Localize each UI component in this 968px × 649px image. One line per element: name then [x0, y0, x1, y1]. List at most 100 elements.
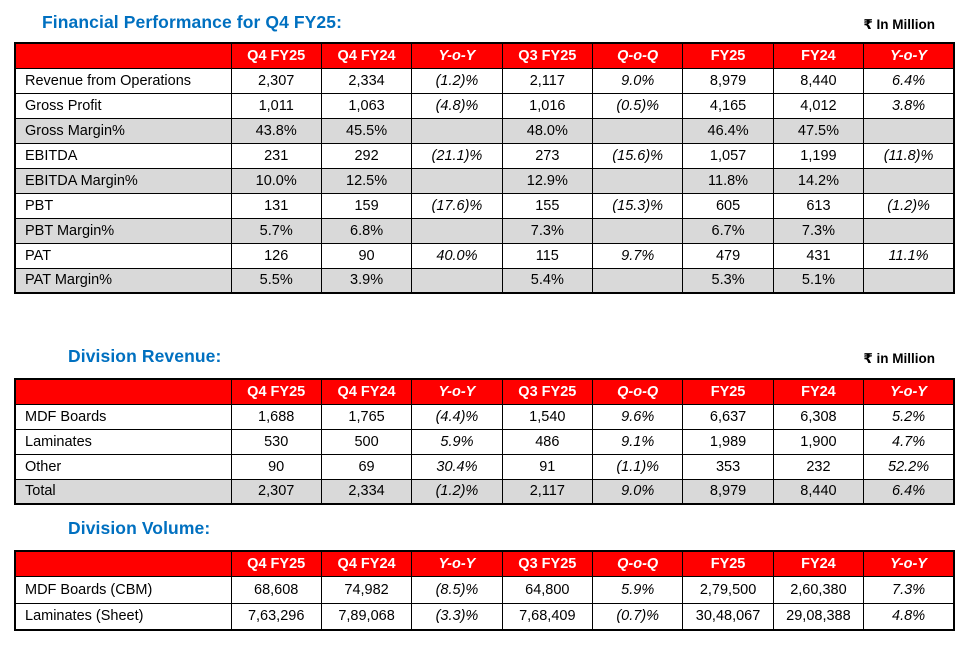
table-cell: 12.9%: [501, 167, 594, 194]
row-label: PBT: [14, 192, 232, 219]
table-cell: 14.2%: [772, 167, 865, 194]
table-cell: (17.6)%: [411, 192, 503, 219]
table-cell: 90: [320, 242, 413, 269]
table-row: Gross Profit 1,011 1,063 (4.8)% 1,016 (0.5)% 4…: [14, 92, 955, 119]
section-header-financial-performance: Financial Performance for Q4 FY25: ₹ In …: [0, 12, 968, 33]
table-cell: 7.3%: [772, 217, 865, 244]
table-cell: (4.8)%: [411, 92, 503, 119]
table-cell: 486: [501, 428, 594, 455]
table-row: Laminates 530 500 5.9% 486 9.1% 1,989 1,900 4.7%: [14, 428, 955, 455]
table-cell: 9.1%: [591, 428, 684, 455]
table-cell: 9.0%: [591, 478, 684, 505]
table-cell: (1.2)%: [411, 67, 503, 94]
table-cell: [411, 217, 503, 244]
row-label: MDF Boards: [14, 403, 232, 430]
table-cell: 5.9%: [591, 575, 684, 604]
table-cell: 90: [230, 453, 322, 480]
table-row: Gross Margin% 43.8% 45.5% 48.0% 46.4% 47.5%: [14, 117, 955, 144]
row-label: Other: [14, 453, 232, 480]
column-header: [14, 550, 232, 577]
table-cell: 2,117: [501, 478, 594, 505]
table-cell: 4,165: [682, 92, 774, 119]
table-cell: 69: [320, 453, 413, 480]
table-cell: [863, 117, 955, 144]
table-cell: 353: [682, 453, 774, 480]
row-label: PAT: [14, 242, 232, 269]
unit-label-top: ₹ In Million: [863, 17, 935, 32]
table-cell: (1.2)%: [411, 478, 503, 505]
column-header: Q-o-Q: [591, 550, 684, 577]
table-cell: 2,334: [320, 67, 413, 94]
table-cell: 431: [772, 242, 865, 269]
column-header: [14, 42, 232, 69]
table-cell: 45.5%: [320, 117, 413, 144]
table-cell: 12.5%: [320, 167, 413, 194]
table-cell: 479: [682, 242, 774, 269]
table-cell: 3.9%: [320, 267, 413, 294]
division-volume-table: Q4 FY25 Q4 FY24 Y-o-Y Q3 FY25 Q-o-Q FY25 FY24 Y…: [14, 550, 955, 631]
column-header: Q4 FY24: [320, 550, 413, 577]
column-header: FY24: [772, 550, 865, 577]
table-cell: [591, 117, 684, 144]
column-header: Q4 FY25: [230, 42, 322, 69]
header-row: Q4 FY25 Q4 FY24 Y-o-Y Q3 FY25 Q-o-Q FY25 FY24 Y…: [14, 378, 955, 405]
table-cell: 40.0%: [411, 242, 503, 269]
row-label: Laminates: [14, 428, 232, 455]
table-cell: 11.8%: [682, 167, 774, 194]
table-cell: 1,989: [682, 428, 774, 455]
section-header-division-revenue: Division Revenue: ₹ in Million: [0, 346, 968, 367]
table-cell: 74,982: [320, 575, 413, 604]
division-volume-title: Division Volume:: [68, 518, 211, 538]
table-cell: (1.2)%: [863, 192, 955, 219]
column-header: Y-o-Y: [411, 550, 503, 577]
table-cell: [863, 217, 955, 244]
row-label: Revenue from Operations: [14, 67, 232, 94]
row-label: Gross Margin%: [14, 117, 232, 144]
column-header: FY24: [772, 378, 865, 405]
table-cell: 1,016: [501, 92, 594, 119]
row-label: Gross Profit: [14, 92, 232, 119]
table-cell: 30,48,067: [682, 602, 774, 631]
table-cell: 48.0%: [501, 117, 594, 144]
column-header: Q-o-Q: [591, 378, 684, 405]
table-cell: 6,308: [772, 403, 865, 430]
table-cell: 5.4%: [501, 267, 594, 294]
table-cell: [591, 217, 684, 244]
column-header: Q3 FY25: [501, 550, 594, 577]
table-cell: (15.3)%: [591, 192, 684, 219]
table-cell: 7.3%: [501, 217, 594, 244]
table-cell: 2,79,500: [682, 575, 774, 604]
table-cell: 1,199: [772, 142, 865, 169]
table-cell: 68,608: [230, 575, 322, 604]
table-cell: (4.4)%: [411, 403, 503, 430]
table-cell: 115: [501, 242, 594, 269]
header-row: Q4 FY25 Q4 FY24 Y-o-Y Q3 FY25 Q-o-Q FY25 FY24 Y…: [14, 550, 955, 577]
table-row: Total 2,307 2,334 (1.2)% 2,117 9.0% 8,979 8,440…: [14, 478, 955, 505]
table-cell: 43.8%: [230, 117, 322, 144]
table-cell: 6.4%: [863, 478, 955, 505]
table-cell: 131: [230, 192, 322, 219]
column-header: Q4 FY25: [230, 378, 322, 405]
row-label: Total: [14, 478, 232, 505]
table-cell: 5.3%: [682, 267, 774, 294]
table-cell: [411, 117, 503, 144]
table-cell: 159: [320, 192, 413, 219]
column-header: Q3 FY25: [501, 378, 594, 405]
column-header: Q-o-Q: [591, 42, 684, 69]
table-cell: 9.6%: [591, 403, 684, 430]
table-cell: 5.7%: [230, 217, 322, 244]
table-cell: 8,979: [682, 478, 774, 505]
table-cell: (21.1)%: [411, 142, 503, 169]
table-cell: 232: [772, 453, 865, 480]
table-cell: [591, 267, 684, 294]
table-row: EBITDA Margin% 10.0% 12.5% 12.9% 11.8% 14.2%: [14, 167, 955, 194]
table-cell: [863, 167, 955, 194]
table-row: PAT 126 90 40.0% 115 9.7% 479 431 11.1%: [14, 242, 955, 269]
column-header: Q3 FY25: [501, 42, 594, 69]
table-cell: 126: [230, 242, 322, 269]
table-cell: 605: [682, 192, 774, 219]
column-header: Y-o-Y: [411, 42, 503, 69]
table-cell: 530: [230, 428, 322, 455]
row-label: EBITDA: [14, 142, 232, 169]
table-cell: 7,63,296: [230, 602, 322, 631]
